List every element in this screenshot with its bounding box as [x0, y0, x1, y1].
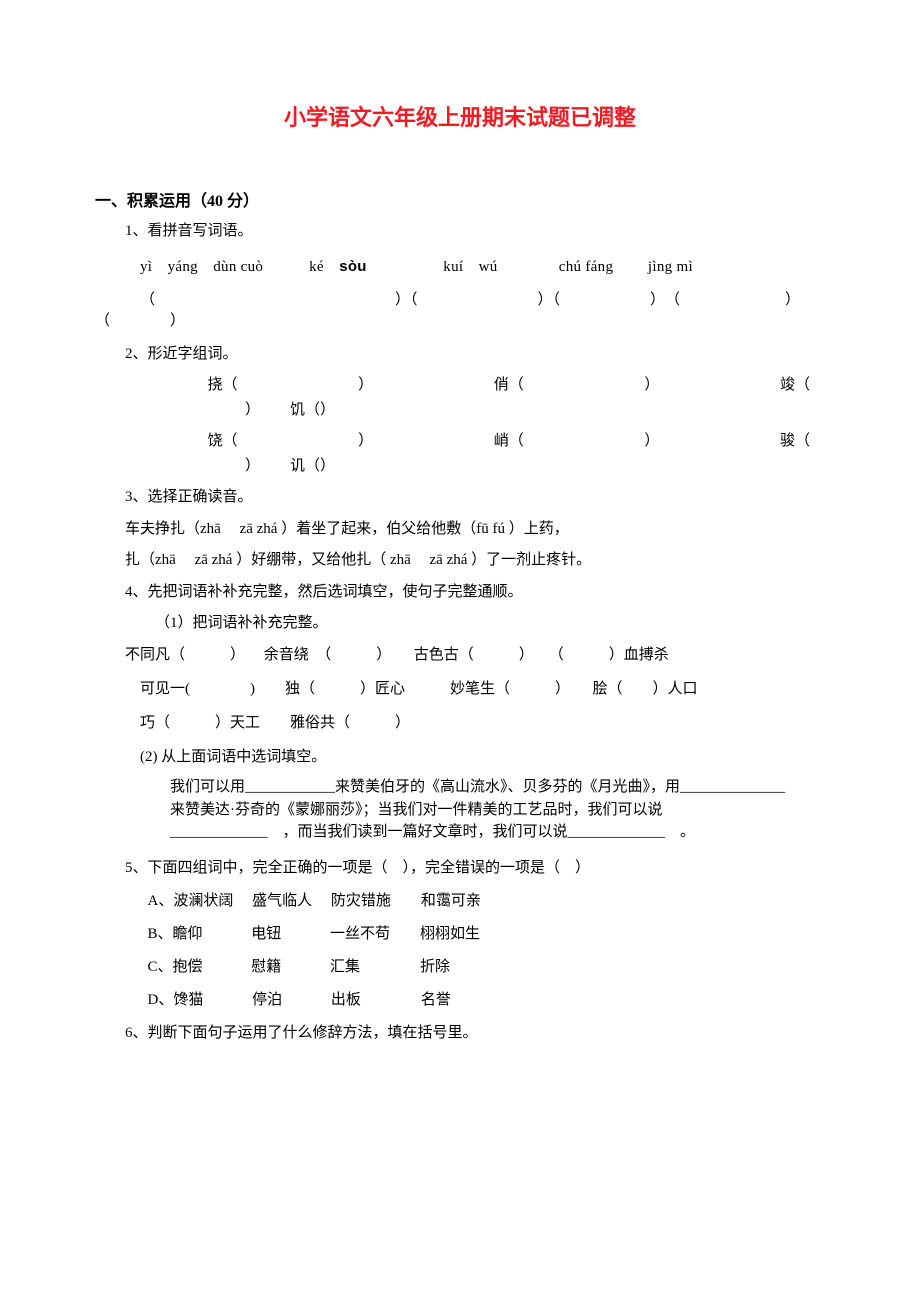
title-text: 小学语文六年级上册期末试题已调整 — [284, 105, 636, 130]
q2-r3-b: ） — [358, 429, 373, 450]
q2-r4-a: ） — [245, 454, 260, 475]
q2-r2-b: 饥（ — [290, 398, 320, 419]
q4-fill: 我们可以用____________来赞美伯牙的《高山流水》、贝多芬的《月光曲》，… — [95, 776, 825, 844]
q5-opt-a: A、波澜状阔 盛气临人 防灾错施 和霭可亲 — [95, 889, 825, 910]
q3-line2: 扎（zhā zā zhá ）好绷带，又给他扎（ zhā zā zhá ）了一剂止… — [95, 548, 825, 574]
q2-row1: 挠（ ） 俏（ ） 竣（ — [95, 373, 825, 394]
q5-opt-c: C、抱偿 慰籍 汇集 折除 — [95, 955, 825, 976]
q2-label: 2、形近字组词。 — [95, 342, 825, 368]
q4-sub1: （1）把词语补补充完整。 — [95, 611, 825, 637]
q6-label: 6、判断下面句子运用了什么修辞方法，填在括号里。 — [95, 1021, 825, 1047]
q1-pinyin-bold: sòu — [339, 258, 367, 275]
q2-r3-d: ） — [644, 429, 659, 450]
q2-row2: ） 饥（ ） — [95, 398, 825, 419]
q4-label: 4、先把词语补补充完整，然后选词填空，使句子完整通顺。 — [95, 580, 825, 606]
q5-opt-d: D、馋猫 停泊 出板 名誉 — [95, 988, 825, 1009]
q4-idioms2: 可见一( ) 独（ ）匠心 妙笔生（ ） 脍（ ）人口 — [95, 677, 825, 701]
q1-pinyin-tail: kuí wú chú fáng jìng mì — [367, 259, 693, 275]
q1-label: 1、看拼音写词语。 — [95, 219, 825, 245]
q5-opt-b: B、瞻仰 电钮 一丝不苟 栩栩如生 — [95, 922, 825, 943]
q2-r1-b: ） — [358, 373, 373, 394]
q2-r1-a: 挠（ — [208, 373, 238, 394]
q5-label: 5、下面四组词中，完全正确的一项是（ ），完全错误的一项是（ ） — [95, 856, 825, 877]
q2-row4: ） 讥（ ） — [95, 454, 825, 475]
q4-idioms1: 不同凡（ ） 余音绕 （ ） 古色古（ ） （ ）血搏杀 — [95, 643, 825, 667]
document-title: 小学语文六年级上册期末试题已调整 — [95, 100, 825, 132]
q1-pinyin: yì yáng dùn cuò ké sòu kuí wú chú fáng j… — [95, 255, 825, 276]
q2-row3: 饶（ ） 峭（ ） 骏（ — [95, 429, 825, 450]
q2-r4-c: ） — [320, 454, 335, 475]
q2-r2-a: ） — [245, 398, 260, 419]
q2-r2-c: ） — [320, 398, 335, 419]
q2-r3-a: 饶（ — [208, 429, 238, 450]
q2-r1-c: 俏（ — [494, 373, 524, 394]
q4-sub2: (2) 从上面词语中选词填空。 — [95, 745, 825, 771]
q3-line1: 车夫挣扎（zhā zā zhá ）着坐了起来，伯父给他敷（fū fú ）上药， — [95, 517, 825, 543]
section-1-heading: 一、积累运用（40 分） — [95, 187, 825, 211]
q3-label: 3、选择正确读音。 — [95, 485, 825, 511]
q2-r3-c: 峭（ — [494, 429, 524, 450]
q2-r1-e: 竣（ — [780, 373, 810, 394]
q4-idioms3: 巧（ ）天工 雅俗共（ ） — [95, 711, 825, 735]
q2-r1-d: ） — [644, 373, 659, 394]
q2-r3-e: 骏（ — [780, 429, 810, 450]
q1-parens: （ ）（ ）（ ） （ ） （ ） — [95, 288, 825, 330]
q1-pinyin-head: yì yáng dùn cuò ké — [140, 259, 339, 275]
q2-r4-b: 讥（ — [290, 454, 320, 475]
